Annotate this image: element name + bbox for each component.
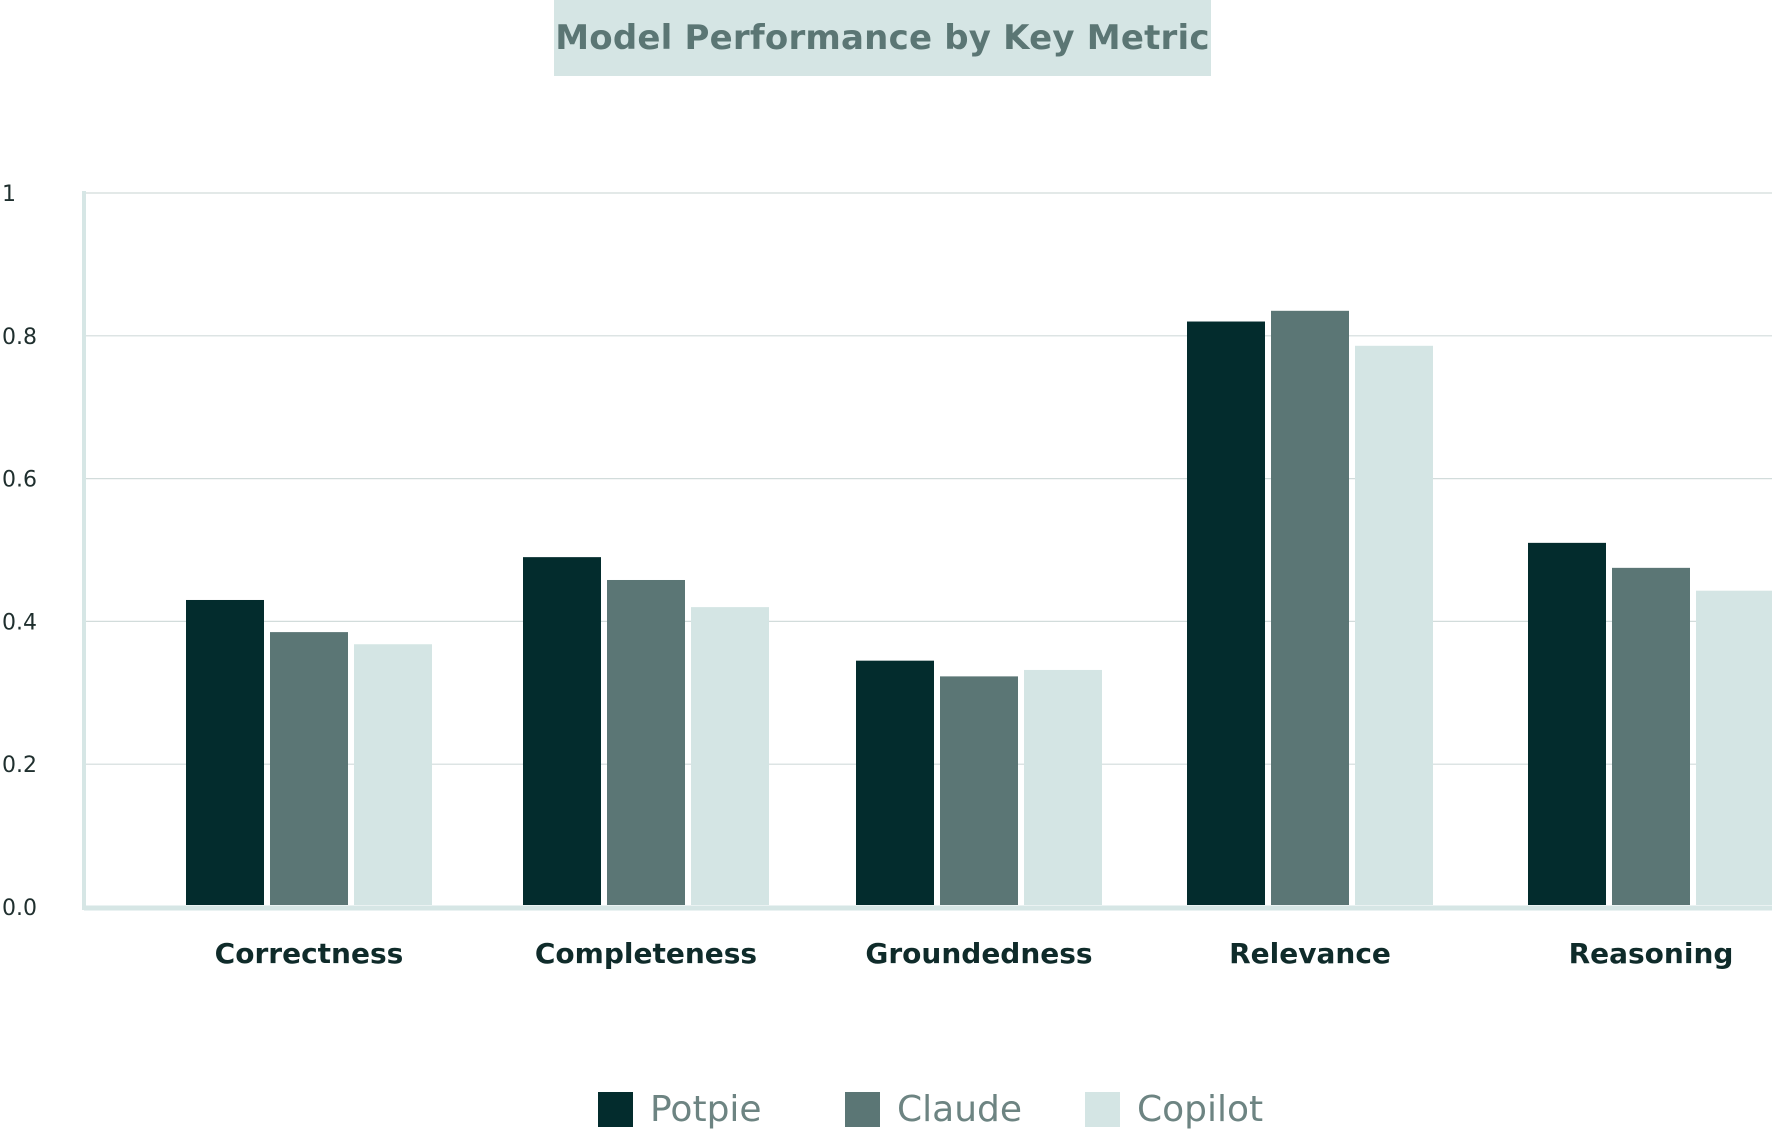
- y-tick-label: 0.4: [2, 610, 37, 635]
- bar-potpie-correctness: [186, 599, 264, 905]
- y-tick-label: 0.0: [2, 896, 37, 921]
- bar-claude-correctness: [270, 632, 348, 905]
- bar-claude-completeness: [607, 579, 685, 905]
- y-tick-label: 1: [2, 182, 16, 207]
- x-tick-label: Reasoning: [1569, 937, 1734, 970]
- bar-copilot-groundedness: [1024, 669, 1102, 905]
- legend-label: Claude: [897, 1089, 1023, 1130]
- bar-copilot-completeness: [691, 607, 769, 905]
- bar-potpie-completeness: [523, 557, 601, 905]
- y-tick-label: 0.6: [2, 468, 37, 493]
- legend-item-claude: Claude: [845, 1089, 1022, 1130]
- bar-copilot-reasoning: [1696, 590, 1772, 905]
- y-tick-label: 0.8: [2, 325, 37, 350]
- bar-claude-relevance: [1271, 310, 1349, 905]
- x-tick-label: Relevance: [1229, 937, 1391, 970]
- x-tick-label: Correctness: [215, 937, 404, 970]
- bar-copilot-relevance: [1355, 345, 1433, 905]
- bar-claude-reasoning: [1612, 567, 1690, 905]
- legend-label: Copilot: [1137, 1089, 1264, 1130]
- bar-potpie-groundedness: [856, 660, 934, 905]
- x-tick-label: Groundedness: [865, 937, 1092, 970]
- legend-item-copilot: Copilot: [1085, 1089, 1263, 1130]
- y-tick-label: 0.2: [2, 753, 37, 778]
- legend-swatch: [845, 1092, 880, 1127]
- legend-item-potpie: Potpie: [598, 1089, 762, 1130]
- x-tick-label: Completeness: [535, 937, 757, 970]
- bar-potpie-reasoning: [1528, 542, 1606, 905]
- chart-title-box: Model Performance by Key Metric: [554, 0, 1211, 76]
- legend-label: Potpie: [650, 1089, 762, 1130]
- bar-claude-groundedness: [940, 676, 1018, 905]
- bar-copilot-correctness: [354, 644, 432, 905]
- bar-potpie-relevance: [1187, 321, 1265, 905]
- legend-swatch: [1085, 1092, 1120, 1127]
- legend-swatch: [598, 1092, 633, 1127]
- bar-chart: 0.0 0.2 0.4 0.6 0.8 1 Correctness Completeness G…: [2, 182, 1772, 970]
- chart-title: Model Performance by Key Metric: [555, 18, 1210, 58]
- legend: Potpie Claude Copilot: [0, 1075, 1772, 1145]
